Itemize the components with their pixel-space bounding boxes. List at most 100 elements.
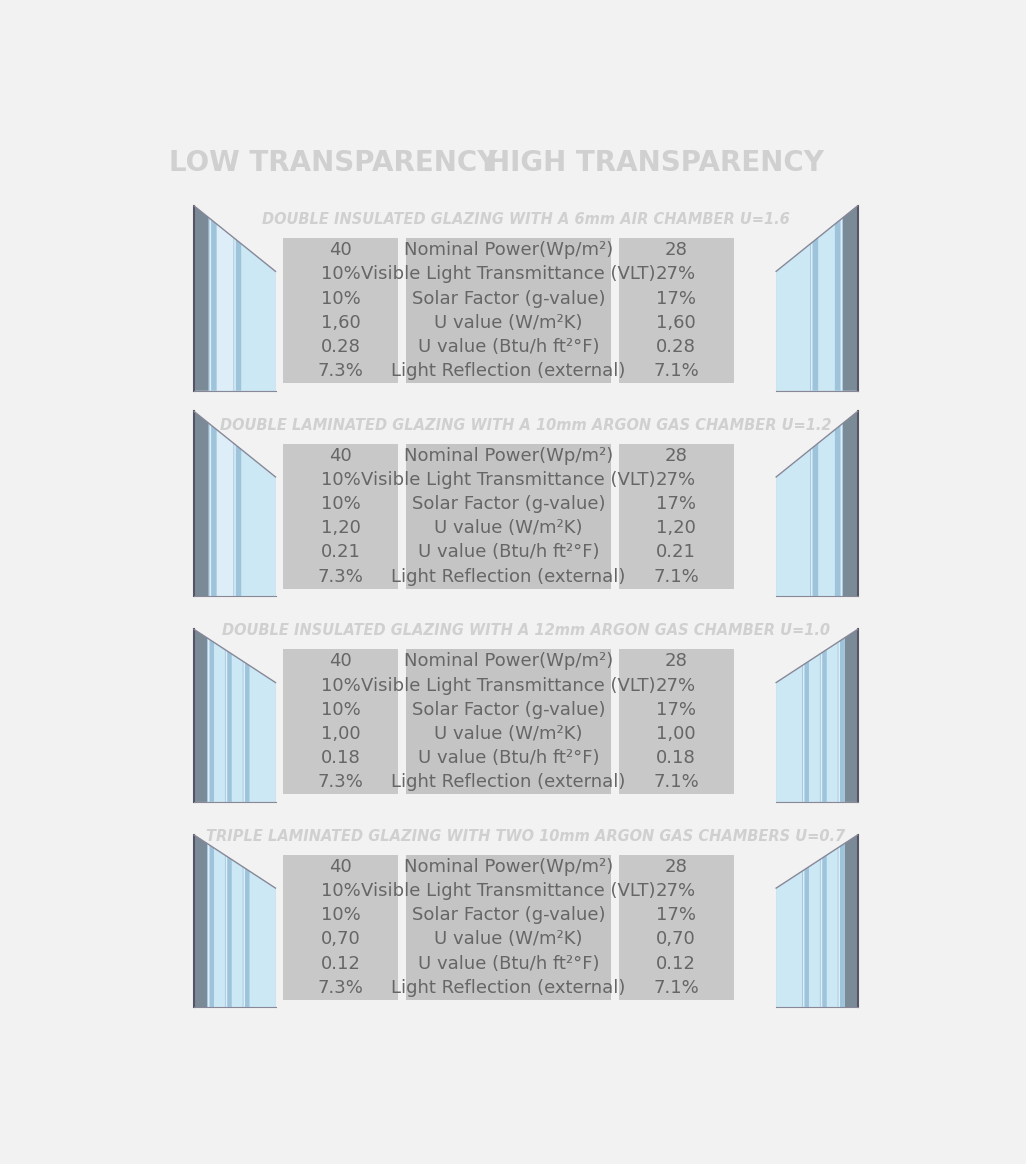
Polygon shape xyxy=(216,430,234,596)
Polygon shape xyxy=(838,846,840,1008)
Text: 0.21: 0.21 xyxy=(657,544,696,561)
Text: Light Reflection (external): Light Reflection (external) xyxy=(391,362,626,379)
Text: 10%: 10% xyxy=(321,676,360,695)
Text: 1,60: 1,60 xyxy=(321,313,360,332)
Text: U value (Btu/h ft²°F): U value (Btu/h ft²°F) xyxy=(418,338,599,356)
Text: 0.28: 0.28 xyxy=(657,338,696,356)
Text: Solar Factor (g-value): Solar Factor (g-value) xyxy=(411,907,605,924)
Text: Light Reflection (external): Light Reflection (external) xyxy=(391,979,626,996)
Text: DOUBLE INSULATED GLAZING WITH A 12mm ARGON GAS CHAMBER U=1.0: DOUBLE INSULATED GLAZING WITH A 12mm ARG… xyxy=(222,624,830,638)
Text: 17%: 17% xyxy=(657,290,697,307)
Polygon shape xyxy=(837,844,844,1008)
Polygon shape xyxy=(776,630,858,802)
Polygon shape xyxy=(776,835,858,1008)
Text: Light Reflection (external): Light Reflection (external) xyxy=(391,773,626,792)
Polygon shape xyxy=(776,424,843,596)
Text: Visible Light Transmittance (VLT): Visible Light Transmittance (VLT) xyxy=(361,882,656,900)
Text: U value (W/m²K): U value (W/m²K) xyxy=(434,519,583,538)
Text: 1,20: 1,20 xyxy=(321,519,360,538)
Polygon shape xyxy=(802,661,808,802)
Polygon shape xyxy=(208,218,276,391)
Text: TRIPLE LAMINATED GLAZING WITH TWO 10mm ARGON GAS CHAMBERS U=0.7: TRIPLE LAMINATED GLAZING WITH TWO 10mm A… xyxy=(206,829,845,844)
FancyBboxPatch shape xyxy=(283,239,398,383)
Text: Visible Light Transmittance (VLT): Visible Light Transmittance (VLT) xyxy=(361,265,656,283)
Text: Visible Light Transmittance (VLT): Visible Light Transmittance (VLT) xyxy=(361,471,656,489)
Text: 10%: 10% xyxy=(321,290,360,307)
Polygon shape xyxy=(208,218,216,391)
Polygon shape xyxy=(243,661,249,802)
Polygon shape xyxy=(840,219,842,391)
Polygon shape xyxy=(844,630,858,802)
FancyBboxPatch shape xyxy=(283,856,398,1000)
Text: 40: 40 xyxy=(329,447,352,464)
Polygon shape xyxy=(207,844,214,1008)
Polygon shape xyxy=(207,638,214,802)
Polygon shape xyxy=(811,237,818,391)
Polygon shape xyxy=(207,844,276,1008)
Polygon shape xyxy=(776,206,858,391)
Text: 27%: 27% xyxy=(656,882,697,900)
Text: Light Reflection (external): Light Reflection (external) xyxy=(391,568,626,585)
Polygon shape xyxy=(234,239,236,391)
Polygon shape xyxy=(234,443,236,596)
Polygon shape xyxy=(840,424,842,596)
FancyBboxPatch shape xyxy=(405,239,611,383)
Polygon shape xyxy=(194,835,276,1008)
Text: 10%: 10% xyxy=(321,265,360,283)
Polygon shape xyxy=(194,206,276,391)
Polygon shape xyxy=(838,641,840,802)
Text: U value (Btu/h ft²°F): U value (Btu/h ft²°F) xyxy=(418,544,599,561)
Polygon shape xyxy=(776,412,858,596)
Text: 7.3%: 7.3% xyxy=(318,979,363,996)
Text: 0.12: 0.12 xyxy=(321,954,360,973)
Text: 0.28: 0.28 xyxy=(321,338,360,356)
Polygon shape xyxy=(802,867,808,1008)
Text: Nominal Power(Wp/m²): Nominal Power(Wp/m²) xyxy=(404,241,613,260)
Polygon shape xyxy=(208,638,209,802)
Text: 27%: 27% xyxy=(656,471,697,489)
Text: 0,70: 0,70 xyxy=(321,930,360,949)
Polygon shape xyxy=(226,856,227,1008)
Text: 7.3%: 7.3% xyxy=(318,568,363,585)
Text: 0.18: 0.18 xyxy=(321,748,360,767)
Polygon shape xyxy=(821,653,822,802)
Text: 7.1%: 7.1% xyxy=(654,773,699,792)
Polygon shape xyxy=(843,206,858,391)
Polygon shape xyxy=(208,424,276,596)
Text: U value (W/m²K): U value (W/m²K) xyxy=(434,313,583,332)
Polygon shape xyxy=(776,638,844,802)
Polygon shape xyxy=(194,835,207,1008)
Polygon shape xyxy=(209,424,211,596)
Text: 7.1%: 7.1% xyxy=(654,568,699,585)
Polygon shape xyxy=(241,449,276,596)
Text: 10%: 10% xyxy=(321,495,360,513)
Text: 40: 40 xyxy=(329,858,352,876)
Text: 17%: 17% xyxy=(657,495,697,513)
Text: LOW TRANSPARENCY: LOW TRANSPARENCY xyxy=(169,149,498,177)
Polygon shape xyxy=(820,856,827,1008)
Polygon shape xyxy=(194,206,208,391)
Text: HIGH TRANSPARENCY: HIGH TRANSPARENCY xyxy=(486,149,824,177)
Text: Solar Factor (g-value): Solar Factor (g-value) xyxy=(411,290,605,307)
Polygon shape xyxy=(811,443,818,596)
Polygon shape xyxy=(844,835,858,1008)
FancyBboxPatch shape xyxy=(283,443,398,589)
Text: U value (W/m²K): U value (W/m²K) xyxy=(434,930,583,949)
Polygon shape xyxy=(821,858,822,1008)
FancyBboxPatch shape xyxy=(619,856,734,1000)
Polygon shape xyxy=(243,867,245,1008)
FancyBboxPatch shape xyxy=(405,856,611,1000)
Text: 0.12: 0.12 xyxy=(657,954,696,973)
Polygon shape xyxy=(241,244,276,391)
Polygon shape xyxy=(803,663,804,802)
Text: 28: 28 xyxy=(665,241,687,260)
Text: 10%: 10% xyxy=(321,907,360,924)
Text: 7.3%: 7.3% xyxy=(318,773,363,792)
FancyBboxPatch shape xyxy=(405,650,611,794)
Polygon shape xyxy=(207,638,276,802)
Polygon shape xyxy=(209,219,211,391)
FancyBboxPatch shape xyxy=(283,650,398,794)
Text: Solar Factor (g-value): Solar Factor (g-value) xyxy=(411,701,605,718)
Text: 7.1%: 7.1% xyxy=(654,362,699,379)
Text: U value (Btu/h ft²°F): U value (Btu/h ft²°F) xyxy=(418,748,599,767)
